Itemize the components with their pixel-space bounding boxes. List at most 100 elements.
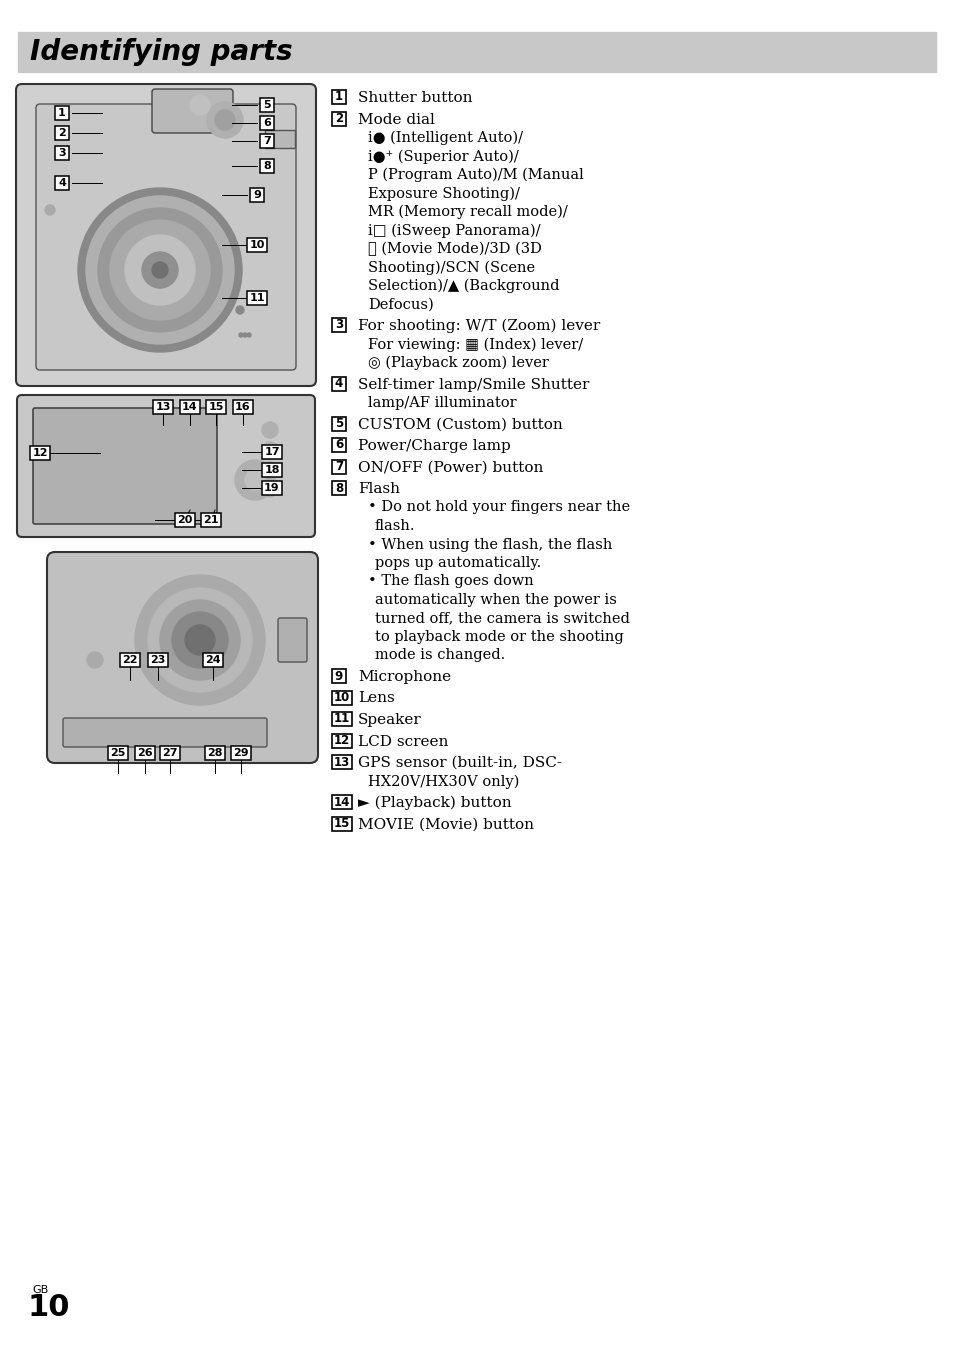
Text: 29: 29 — [233, 748, 249, 759]
Text: Microphone: Microphone — [357, 670, 451, 685]
Bar — [201, 512, 221, 527]
Text: Flash: Flash — [357, 482, 399, 496]
Bar — [262, 445, 282, 459]
Circle shape — [262, 422, 277, 438]
Circle shape — [87, 652, 103, 668]
FancyBboxPatch shape — [36, 104, 295, 370]
Circle shape — [262, 461, 277, 477]
Circle shape — [148, 588, 252, 691]
Circle shape — [243, 334, 247, 338]
Circle shape — [234, 460, 274, 500]
Bar — [55, 126, 69, 140]
Text: 1: 1 — [58, 108, 66, 118]
Text: 4: 4 — [335, 377, 343, 390]
Bar — [332, 690, 352, 705]
Text: 28: 28 — [207, 748, 222, 759]
Text: Shooting)/SCN (Scene: Shooting)/SCN (Scene — [368, 261, 535, 274]
Text: 2: 2 — [335, 112, 343, 125]
Circle shape — [245, 469, 265, 490]
Circle shape — [78, 188, 242, 352]
Bar — [135, 746, 154, 760]
Circle shape — [45, 204, 55, 215]
Text: 27: 27 — [162, 748, 177, 759]
FancyBboxPatch shape — [63, 718, 267, 746]
Text: ► (Playback) button: ► (Playback) button — [357, 796, 511, 811]
Circle shape — [160, 600, 240, 681]
Text: i●⁺ (Superior Auto)/: i●⁺ (Superior Auto)/ — [368, 149, 518, 164]
Circle shape — [110, 221, 210, 320]
Bar — [18, 32, 935, 73]
Bar — [332, 417, 346, 430]
Bar — [260, 116, 274, 130]
Text: For shooting: W/T (Zoom) lever: For shooting: W/T (Zoom) lever — [357, 319, 599, 334]
Bar — [332, 90, 346, 104]
Text: 3: 3 — [58, 148, 66, 157]
Bar — [152, 399, 172, 414]
Text: 25: 25 — [111, 748, 126, 759]
Text: automatically when the power is: automatically when the power is — [375, 593, 617, 607]
Circle shape — [185, 625, 214, 655]
Text: Shutter button: Shutter button — [357, 91, 472, 105]
Bar — [120, 654, 140, 667]
Text: 11: 11 — [334, 713, 350, 725]
Bar — [160, 746, 180, 760]
Bar — [332, 460, 346, 473]
Bar — [55, 106, 69, 120]
Text: 19: 19 — [264, 483, 279, 494]
Circle shape — [239, 334, 243, 338]
Text: 8: 8 — [335, 482, 343, 495]
Circle shape — [135, 576, 265, 705]
Text: 12: 12 — [334, 734, 350, 746]
Text: i□ (iSweep Panorama)/: i□ (iSweep Panorama)/ — [368, 223, 540, 238]
Text: 3: 3 — [335, 319, 343, 331]
Text: 10: 10 — [249, 239, 264, 250]
Text: 16: 16 — [235, 402, 251, 412]
Text: ON/OFF (Power) button: ON/OFF (Power) button — [357, 460, 543, 475]
Text: 15: 15 — [208, 402, 223, 412]
Text: 10: 10 — [334, 691, 350, 703]
Circle shape — [262, 443, 277, 459]
Text: 8: 8 — [263, 161, 271, 171]
Text: 11: 11 — [249, 293, 265, 303]
Text: 26: 26 — [137, 748, 152, 759]
Bar — [260, 98, 274, 112]
FancyBboxPatch shape — [16, 83, 315, 386]
Text: Identifying parts: Identifying parts — [30, 38, 293, 66]
Text: For viewing: ▦ (Index) lever/: For viewing: ▦ (Index) lever/ — [368, 338, 582, 352]
Text: 23: 23 — [151, 655, 166, 664]
Circle shape — [190, 95, 210, 116]
FancyBboxPatch shape — [277, 617, 307, 662]
Text: 13: 13 — [334, 756, 350, 768]
Text: ◎ (Playback zoom) lever: ◎ (Playback zoom) lever — [368, 356, 548, 370]
FancyBboxPatch shape — [152, 89, 233, 133]
Text: 10: 10 — [28, 1293, 71, 1322]
Text: 20: 20 — [177, 515, 193, 525]
Bar — [30, 447, 50, 460]
Bar — [250, 188, 264, 202]
Bar — [231, 746, 251, 760]
Circle shape — [172, 612, 228, 668]
Text: 7: 7 — [263, 136, 271, 147]
Bar — [262, 482, 282, 495]
Bar — [55, 147, 69, 160]
Text: • The flash goes down: • The flash goes down — [368, 574, 533, 589]
FancyBboxPatch shape — [47, 551, 317, 763]
Text: 6: 6 — [335, 438, 343, 452]
Text: 1: 1 — [335, 90, 343, 104]
Bar — [260, 159, 274, 174]
Bar — [55, 176, 69, 190]
Text: • When using the flash, the flash: • When using the flash, the flash — [368, 538, 612, 551]
Bar — [203, 654, 223, 667]
Text: P (Program Auto)/M (Manual: P (Program Auto)/M (Manual — [368, 168, 583, 183]
Text: to playback mode or the shooting: to playback mode or the shooting — [375, 629, 623, 644]
Circle shape — [86, 196, 233, 344]
Text: 18: 18 — [264, 465, 279, 475]
Text: Exposure Shooting)/: Exposure Shooting)/ — [368, 187, 519, 200]
Text: 9: 9 — [335, 670, 343, 682]
Text: CUSTOM (Custom) button: CUSTOM (Custom) button — [357, 417, 562, 432]
Bar — [332, 112, 346, 125]
Bar — [148, 654, 168, 667]
Text: pops up automatically.: pops up automatically. — [375, 555, 540, 570]
Circle shape — [125, 235, 194, 305]
Bar — [332, 482, 346, 495]
